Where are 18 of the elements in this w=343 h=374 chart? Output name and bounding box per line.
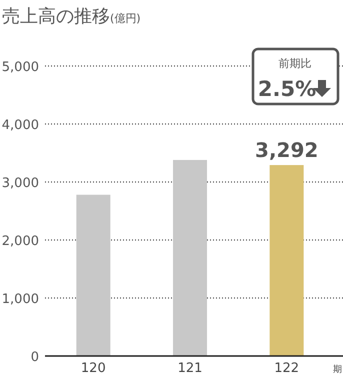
- x-axis-title: 期: [333, 364, 342, 374]
- y-tick-label: 2,000: [2, 234, 39, 249]
- x-tick-label: 122: [274, 361, 300, 374]
- y-tick-label: 1,000: [2, 292, 39, 307]
- bar: [173, 160, 207, 356]
- bar: [76, 194, 110, 356]
- annotation: 2.5%: [258, 77, 316, 101]
- y-tick-label: 0: [30, 350, 39, 365]
- data-label: 3,292: [255, 138, 318, 162]
- chart-title: 売上高の推移: [2, 6, 110, 27]
- bar: [270, 165, 304, 356]
- y-tick-label: 5,000: [2, 60, 39, 75]
- annotation: 前期比: [278, 57, 312, 70]
- x-tick-label: 121: [178, 361, 202, 374]
- y-tick-label: 4,000: [2, 118, 39, 133]
- x-tick-label: 120: [80, 361, 106, 374]
- y-tick-label: 3,000: [2, 176, 39, 191]
- chart-subtitle: (億円): [110, 12, 141, 25]
